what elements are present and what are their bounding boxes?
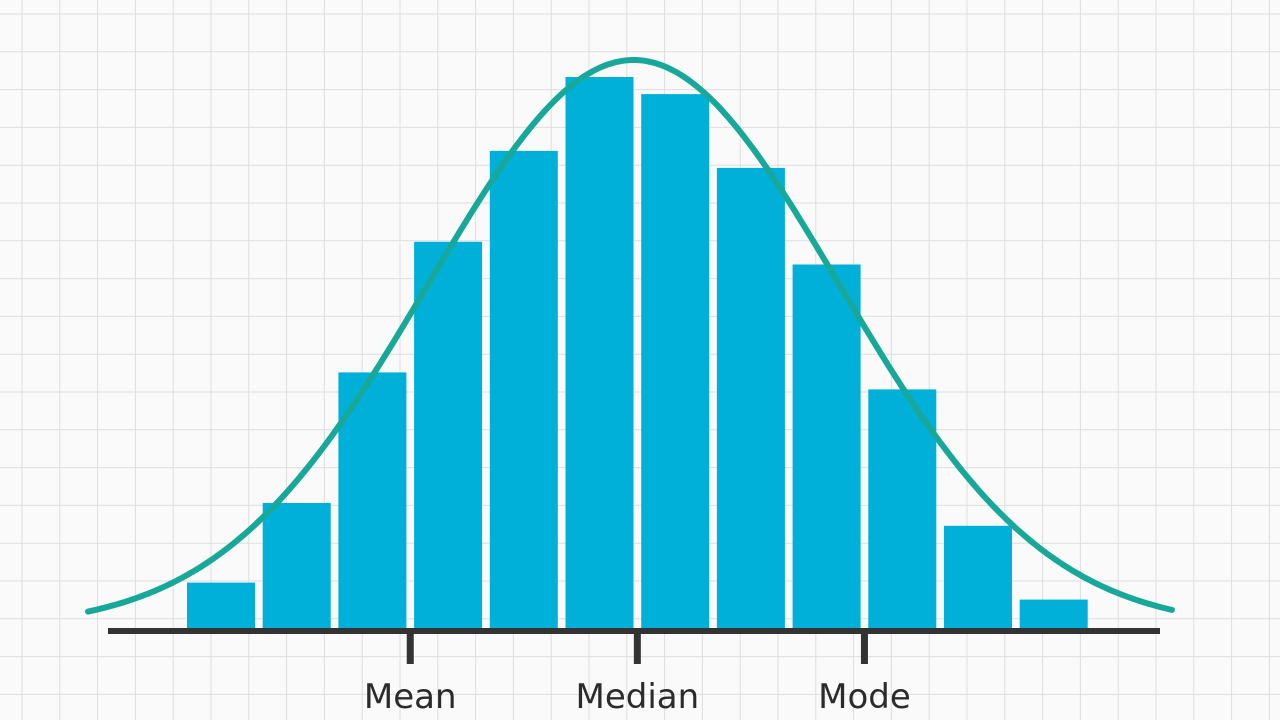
bar — [792, 264, 861, 628]
bar — [944, 525, 1012, 628]
bar — [1019, 599, 1088, 628]
bars — [187, 77, 1088, 629]
bar — [565, 77, 634, 628]
bar — [641, 94, 710, 629]
tick-label-mean: Mean — [364, 677, 457, 717]
bar — [868, 389, 937, 628]
bar — [489, 150, 558, 628]
x-ticks: Mean Median Mode — [364, 628, 911, 717]
tick-label-mode: Mode — [818, 677, 911, 717]
bar — [414, 241, 483, 629]
bar — [716, 167, 785, 628]
normal-curve — [85, 57, 1175, 615]
bar — [187, 582, 255, 628]
tick-label-median: Median — [576, 677, 700, 717]
bar — [262, 503, 331, 628]
